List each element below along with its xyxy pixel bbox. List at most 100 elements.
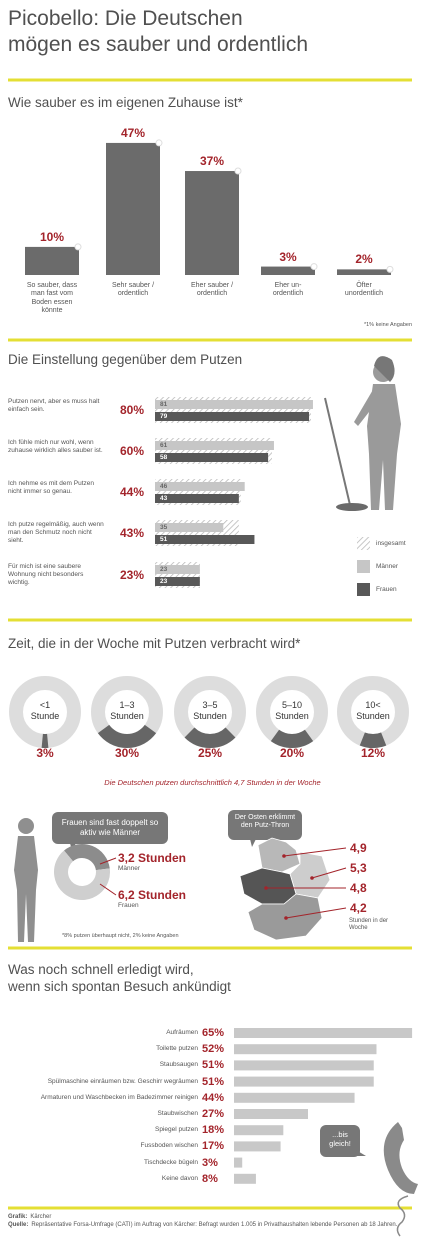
value-label: 4,9 <box>350 841 367 855</box>
page-title: mögen es sauber und ordentlich <box>8 33 309 56</box>
legend-swatch <box>357 537 370 550</box>
section-title: wenn sich spontan Besuch ankündigt <box>8 979 231 994</box>
callout-bubble <box>52 812 168 844</box>
donut-segment <box>64 844 110 871</box>
telephone <box>383 1122 418 1237</box>
category-label: Armaturen und Waschbecken im Badezimmer … <box>40 1093 198 1101</box>
footer-text: Repräsentative Forsa-Umfrage (CATI) im A… <box>31 1222 398 1228</box>
category-label: Sehr sauber / ordentlich <box>111 282 155 298</box>
leader-line <box>311 867 347 879</box>
page-title: Picobello: Die Deutschen <box>8 7 243 30</box>
sparkle <box>155 139 163 147</box>
footer-label: Quelle: <box>8 1222 29 1228</box>
donut-label: 3–5 Stunden <box>193 700 227 721</box>
section-title: Was noch schnell erledigt wird, <box>8 962 194 977</box>
callout-text: Frauen sind fast doppelt so aktiv wie Mä… <box>61 818 159 837</box>
bar <box>155 494 239 503</box>
category-label: So sauber, dass man fast vom Boden essen… <box>26 282 78 315</box>
value-label: 2% <box>355 252 373 267</box>
legend-label: Frauen <box>376 586 397 593</box>
footer-label: Grafik: <box>8 1214 28 1220</box>
value-label: 8% <box>202 1172 218 1185</box>
donut-segment <box>270 729 314 748</box>
donut-label: 10< Stunden <box>356 700 390 721</box>
body <box>367 384 401 510</box>
value-label: 37% <box>199 154 225 169</box>
section-title: Die Einstellung gegenüber dem Putzen <box>8 352 243 367</box>
section-title: Zeit, die in der Woche mit Putzen verbra… <box>8 636 301 651</box>
category-label: Staubwischen <box>157 1110 198 1117</box>
footer-line: Quelle: Repräsentative Forsa-Umfrage (CAT… <box>8 1222 425 1229</box>
bar <box>234 1173 256 1184</box>
value-label: 52% <box>202 1043 225 1056</box>
map-region <box>239 867 297 905</box>
category-label: Aufräumen <box>166 1029 198 1036</box>
hair <box>374 356 395 382</box>
leader-line <box>285 907 347 919</box>
bar <box>155 400 313 409</box>
donut-segment <box>97 724 157 748</box>
value-label: 3% <box>36 746 54 760</box>
bar-label: 61 <box>160 442 168 449</box>
bar <box>234 1060 374 1071</box>
bar <box>234 1157 243 1168</box>
bar-label: 79 <box>160 413 168 420</box>
value-label: 18% <box>202 1124 225 1137</box>
legend-label: insgesamt <box>376 540 406 547</box>
total-label: 23% <box>120 568 145 582</box>
bar-label: 23 <box>160 566 168 573</box>
bar <box>234 1076 374 1087</box>
bar <box>155 453 269 462</box>
subtitle: Die Deutschen putzen durchschnittlich 4,… <box>104 778 321 787</box>
value-label: 44% <box>202 1091 225 1104</box>
value-label: 47% <box>120 125 146 140</box>
value-label: 27% <box>202 1108 225 1120</box>
category-label: Keine davon <box>161 1174 198 1182</box>
legend-label: Männer <box>376 563 399 570</box>
bar <box>185 171 239 275</box>
statement: Für mich ist eine saubere Wohnung nicht … <box>8 563 84 586</box>
leader-dot <box>282 854 286 858</box>
value-label: 3% <box>202 1156 218 1169</box>
leader-dot <box>310 876 314 880</box>
category-label: Öfter unordentlich <box>344 282 384 298</box>
donut-segment <box>359 732 387 748</box>
bar-label: 23 <box>160 578 168 585</box>
bar-label: 51 <box>160 536 168 543</box>
total-label: 43% <box>120 526 145 540</box>
head <box>18 818 34 834</box>
bar-label: 43 <box>160 495 168 502</box>
bar <box>337 269 391 275</box>
category-label: Toilette putzen <box>156 1045 198 1053</box>
statement: Putzen nervt, aber es muss halt einfach … <box>8 398 100 413</box>
total-label: 80% <box>120 403 145 417</box>
sparkle <box>234 167 242 175</box>
bar <box>155 535 255 544</box>
callout-text: ...bis gleich! <box>329 1130 351 1148</box>
donut-label: 1–3 Stunden <box>110 700 144 721</box>
bar <box>155 523 224 532</box>
leader-line <box>99 857 117 865</box>
category-label: Männer <box>118 865 141 872</box>
bar <box>261 266 315 275</box>
value-label: 17% <box>202 1140 225 1153</box>
statement: Ich fühle mich nur wohl, wenn zuhause wi… <box>8 439 103 454</box>
bar <box>234 1028 413 1038</box>
footer-line: Grafik: Kärcher <box>8 1214 51 1221</box>
value-label: 4,2 <box>350 901 367 915</box>
footer-text: Kärcher <box>30 1214 52 1220</box>
total-label: 60% <box>120 444 145 458</box>
body <box>14 836 38 942</box>
callout-bubble <box>320 1125 360 1157</box>
callout-tail <box>250 839 256 847</box>
value-label: 20% <box>279 746 305 760</box>
bar <box>155 482 245 491</box>
leader-line <box>99 883 117 896</box>
category-label: Spiegel putzen <box>154 1126 198 1134</box>
category-label: Frauen <box>118 902 139 909</box>
bar <box>155 565 200 574</box>
value-label: 10% <box>39 229 65 244</box>
value-label: 65% <box>202 1027 225 1039</box>
bar <box>234 1109 308 1119</box>
section-title: Wie sauber es im eigenen Zuhause ist* <box>8 95 243 110</box>
